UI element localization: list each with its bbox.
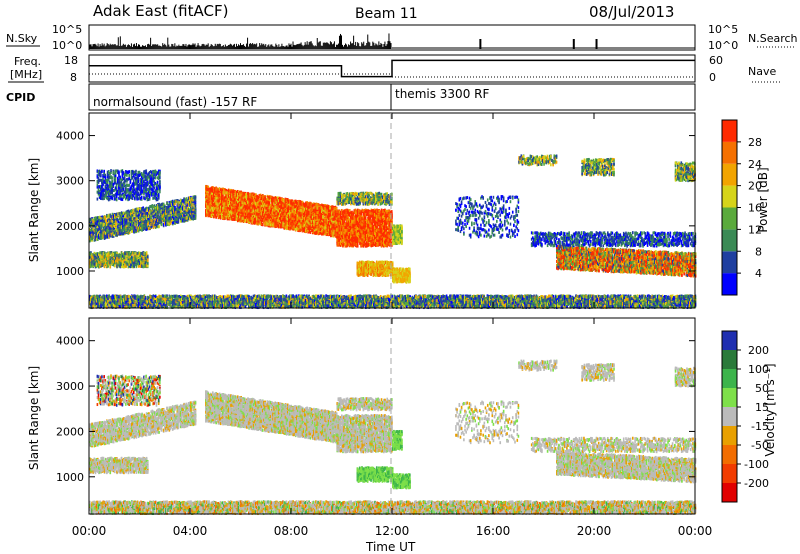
freq-unit-label: [MHz] xyxy=(10,68,42,81)
nave-label: Nave xyxy=(748,65,776,78)
nsky-series xyxy=(89,33,695,49)
freq-tick-bottom: 8 xyxy=(70,71,77,84)
nsky-strip: N.Sky 10^5 10^0 10^5 10^0 N.Search xyxy=(6,23,798,52)
nsearch-label: N.Search xyxy=(748,32,798,45)
nsearch-tick-top: 10^5 xyxy=(708,23,738,36)
cpid-label: CPID xyxy=(6,91,35,104)
beam-title: Beam 11 xyxy=(355,6,418,22)
date-title: 08/Jul/2013 xyxy=(589,3,674,21)
nsky-tick-top: 10^5 xyxy=(52,23,82,36)
nsky-label: N.Sky xyxy=(6,32,38,45)
power-scatter xyxy=(89,154,696,309)
station-title: Adak East (fitACF) xyxy=(93,2,228,20)
nsearch-tick-bottom: 10^0 xyxy=(708,39,738,52)
freq-strip: Freq. [MHz] 18 8 60 0 Nave xyxy=(8,54,782,84)
nsky-tick-bottom: 10^0 xyxy=(52,39,82,52)
cpid-mode-2: themis 3300 RF xyxy=(395,87,489,101)
nave-tick-bottom: 0 xyxy=(709,71,716,84)
cpid-strip: CPID normalsound (fast) -157 RF themis 3… xyxy=(6,84,695,110)
freq-tick-top: 18 xyxy=(64,54,78,67)
nave-tick-top: 60 xyxy=(709,54,723,67)
cpid-mode-1: normalsound (fast) -157 RF xyxy=(93,95,257,109)
freq-label: Freq. xyxy=(14,55,41,68)
